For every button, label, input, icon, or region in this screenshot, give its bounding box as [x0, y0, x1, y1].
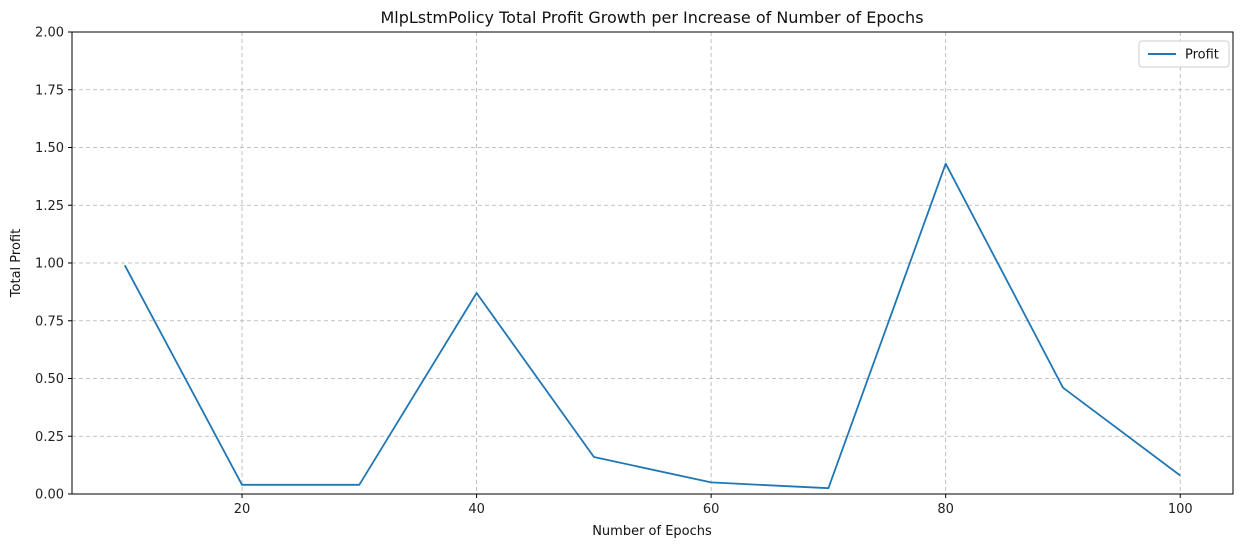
y-tick-label: 0.25 — [35, 430, 64, 445]
plot-frame — [71, 31, 1234, 495]
y-axis-label: Total Profit — [9, 229, 24, 298]
y-tick-label: 1.00 — [35, 257, 64, 272]
x-tick-label: 80 — [937, 502, 954, 517]
series-layer — [124, 162, 1181, 490]
y-tick-label: 0.75 — [35, 314, 64, 329]
x-tick-label: 40 — [468, 502, 485, 517]
legend-box — [1138, 40, 1230, 68]
series-line-profit — [124, 162, 1181, 490]
x-axis-label: Number of Epochs — [592, 524, 712, 539]
y-tick-label: 0.00 — [35, 488, 64, 503]
x-axis-ticks: 20 40 60 80 100 — [234, 494, 1193, 517]
legend-entry-profit: Profit — [1185, 48, 1219, 63]
legend: Profit — [1138, 40, 1230, 68]
x-tick-label: 20 — [234, 502, 251, 517]
chart-title: MlpLstmPolicy Total Profit Growth per In… — [380, 8, 923, 27]
y-axis-ticks: 0.00 0.25 0.50 0.75 1.00 1.25 1.50 1.75 2.00 — [35, 26, 72, 503]
y-tick-label: 1.25 — [35, 199, 64, 214]
x-tick-label: 100 — [1168, 502, 1193, 517]
y-tick-label: 0.50 — [35, 372, 64, 387]
y-tick-label: 1.50 — [35, 141, 64, 156]
y-tick-label: 1.75 — [35, 83, 64, 98]
grid — [72, 31, 1233, 495]
y-tick-label: 2.00 — [35, 26, 64, 41]
x-tick-label: 60 — [703, 502, 720, 517]
